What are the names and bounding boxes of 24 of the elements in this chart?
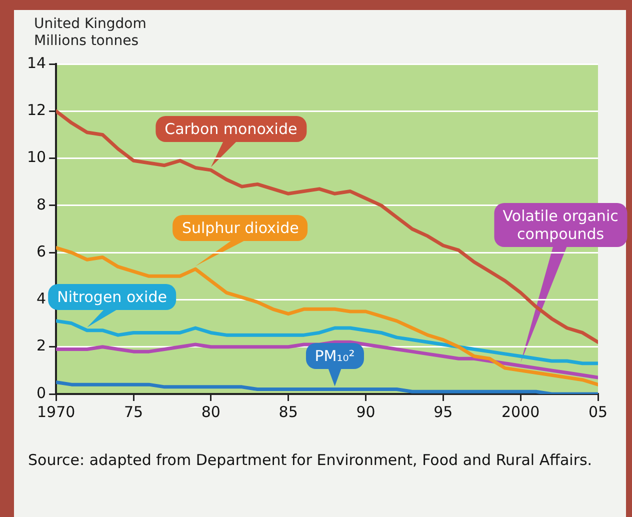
y-tick-label: 0 (36, 384, 46, 402)
y-tick-label: 10 (26, 148, 46, 166)
y-tick-label: 14 (26, 54, 46, 72)
x-tick-label: 85 (278, 402, 298, 421)
series-label: Nitrogen oxide (48, 284, 176, 310)
text: Sulphur dioxide (172, 215, 308, 242)
y-tick-label: 4 (36, 290, 46, 308)
x-tick-label: 80 (201, 402, 220, 421)
chart-title: United Kingdom (34, 16, 146, 33)
y-tick-label: 8 (36, 195, 46, 214)
x-tick-label: 95 (434, 402, 453, 421)
x-tick-label: 05 (588, 402, 608, 421)
y-tick-label: 2 (36, 336, 46, 355)
x-tick-label: 90 (356, 402, 376, 421)
x-tick-label: 1970 (36, 402, 76, 421)
series-label: Carbon monoxide (156, 116, 306, 142)
series-label: PM₁₀² (306, 343, 364, 370)
x-tick-label: 2000 (501, 402, 540, 421)
y-axis-title: Millions tonnes (34, 33, 140, 50)
y-tick-label: 12 (26, 101, 46, 120)
y-tick-label: 6 (36, 242, 46, 260)
x-tick-label: 75 (124, 402, 144, 421)
source-note: Source: adapted from Department for Environment, Food and Rural Affairs. (28, 450, 594, 470)
text: Volatile organic compounds (494, 202, 628, 247)
